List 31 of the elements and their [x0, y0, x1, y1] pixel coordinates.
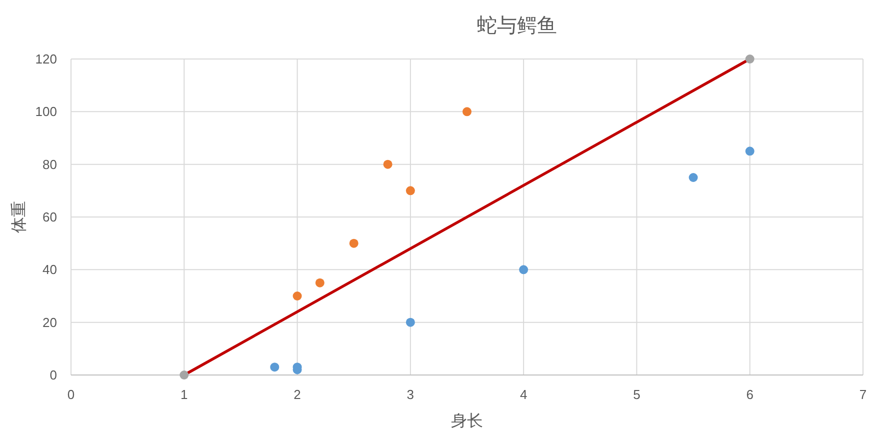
- x-tick-label: 2: [294, 387, 301, 402]
- x-tick-label: 0: [67, 387, 75, 402]
- y-tick-label: 100: [35, 104, 57, 120]
- point: [745, 54, 754, 64]
- point: [688, 173, 698, 182]
- y-tick-label: 60: [42, 210, 57, 225]
- point: [349, 238, 358, 248]
- y-tick-label: 80: [42, 156, 57, 172]
- x-tick-label: 1: [180, 387, 188, 402]
- point: [406, 186, 415, 196]
- point: [292, 292, 302, 300]
- y-tick-label: 20: [42, 314, 57, 330]
- x-tick-label: 7: [859, 387, 867, 402]
- x-axis-title: 身长: [451, 412, 483, 430]
- x-tick-label: 3: [406, 387, 414, 402]
- chart-title: 蛇与鳄鱼: [477, 15, 557, 37]
- point: [462, 107, 472, 116]
- x-tick-label: 5: [633, 387, 640, 402]
- y-axis-title: 体重: [10, 201, 28, 233]
- y-tick-label: 0: [50, 368, 57, 383]
- y-tick-label: 120: [35, 52, 57, 67]
- point: [745, 146, 754, 156]
- point: [383, 160, 392, 169]
- point: [406, 318, 415, 327]
- point: [180, 370, 189, 380]
- point: [270, 362, 280, 372]
- y-tick-label: 40: [42, 262, 57, 278]
- x-tick-label: 6: [746, 387, 754, 402]
- point: [315, 278, 324, 288]
- point: [519, 265, 528, 274]
- x-tick-label: 4: [520, 387, 528, 402]
